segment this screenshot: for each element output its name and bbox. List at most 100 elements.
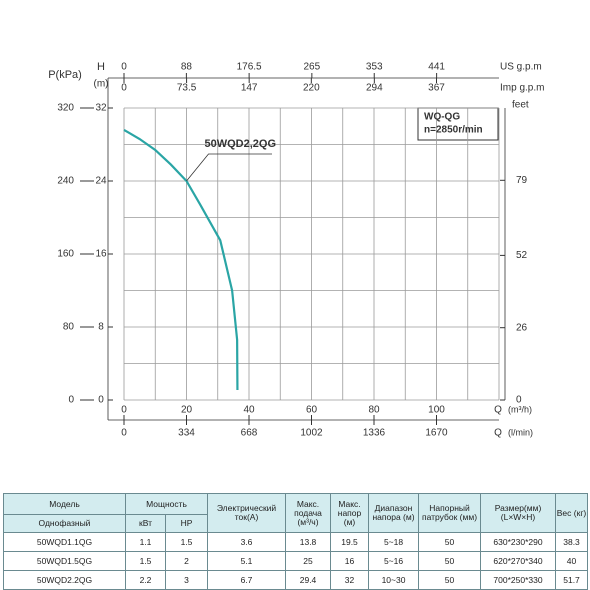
table-cell: кВт: [125, 514, 166, 533]
table-cell: Макс. напор (м): [330, 493, 370, 533]
series-label: 50WQD2,2QG: [205, 138, 277, 150]
table-cell: 50WQD2.2QG: [3, 570, 126, 590]
table-cell: 40: [555, 551, 589, 571]
annotation: n=2850r/min: [424, 125, 483, 136]
x2-tick-label: 0: [121, 428, 127, 439]
table-cell: 50WQD1.5QG: [3, 551, 126, 571]
table-cell: Диапазон напора (м): [368, 493, 420, 533]
table-cell: 50: [418, 551, 482, 571]
table-cell: Напорный патрубок (мм): [418, 493, 482, 533]
x2-tick-label: 1670: [425, 428, 448, 439]
table-row: Однофазный кВт HP: [3, 514, 588, 533]
table-cell: 16: [330, 551, 370, 571]
table-row: Модель Мощность Электрический ток(А) Макс. …: [3, 493, 589, 533]
table-cell: 10~30: [368, 570, 420, 590]
y2-tick-label: 0: [516, 395, 522, 406]
table-cell: 2: [164, 551, 209, 571]
top-axis-title: US g.p.m: [500, 62, 542, 73]
table-cell: 620*270*340: [480, 551, 557, 571]
table-cell: 50WQD1.1QG: [3, 532, 126, 552]
y-tick-label: 24: [95, 176, 107, 187]
top-tick-label: 265: [304, 62, 321, 73]
table-cell: 51.7: [555, 570, 589, 590]
table-cell: Размер(мм) (L×W×H): [480, 493, 557, 533]
x2-tick-label: 1336: [363, 428, 386, 439]
table-cell: 6.7: [207, 570, 287, 590]
y-axis-unit: (m): [94, 79, 109, 90]
table-cell: 2.2: [125, 570, 166, 590]
table-cell: HP: [164, 514, 209, 533]
x-axis-title: Q: [494, 405, 502, 416]
table-cell: 5.1: [207, 551, 287, 571]
x-tick-label: 100: [428, 405, 445, 416]
x2-axis-title: Q: [494, 428, 502, 439]
x-tick-label: 0: [121, 405, 127, 416]
p-tick-label: 160: [57, 249, 74, 260]
table-cell: 5~18: [368, 532, 420, 552]
table-cell: 50: [418, 532, 482, 552]
table-cell: Однофазный: [3, 514, 126, 533]
leader-line: [186, 153, 272, 182]
x2-tick-label: 668: [241, 428, 258, 439]
y-tick-label: 0: [98, 395, 104, 406]
table-cell: Мощность: [124, 493, 209, 515]
x-tick-label: 40: [243, 405, 255, 416]
annotation-box: [417, 107, 499, 141]
table-cell: 29.4: [285, 570, 332, 590]
chart: 08162432080160240320P(kPa)H(m)0265279fee…: [48, 61, 544, 439]
table-cell: Электрический ток(А): [207, 493, 287, 533]
annotation: WQ-QG: [424, 112, 460, 123]
spec-table: Модель Мощность Электрический ток(А) Макс. …: [3, 493, 589, 590]
table-cell: 630*230*290: [480, 532, 557, 552]
top-tick-label: 353: [366, 62, 383, 73]
y-tick-label: 32: [95, 103, 107, 114]
top-tick-label: 220: [303, 83, 320, 94]
table-cell: Макс. подача (м³/ч): [285, 493, 332, 533]
y-tick-label: 8: [98, 322, 104, 333]
table-cell: 38.3: [555, 532, 589, 552]
p-axis-title: P(kPa): [48, 69, 82, 81]
y2-axis-title: feet: [512, 100, 529, 111]
table-cell: 1.5: [164, 532, 209, 552]
table-cell: 1.1: [125, 532, 166, 552]
table-row: 50WQD1.1QG 1.1 1.5 3.6 13.8 19.5 5~18 50 630*230…: [3, 532, 589, 552]
top-tick-label: 73.5: [177, 83, 197, 94]
y2-tick-label: 52: [516, 250, 528, 261]
top-tick-label: 441: [428, 62, 445, 73]
table-cell: 32: [330, 570, 370, 590]
curve: [123, 128, 239, 390]
x-axis-unit: (m³/h): [508, 404, 532, 414]
table-cell: 25: [285, 551, 332, 571]
top-tick-label: 147: [241, 83, 258, 94]
p-tick-label: 320: [57, 103, 74, 114]
x2-tick-label: 334: [178, 428, 195, 439]
x2-axis-unit: (l/min): [508, 427, 533, 437]
x-tick-label: 60: [306, 405, 318, 416]
table-cell: 700*250*330: [480, 570, 557, 590]
table-cell: 3: [164, 570, 209, 590]
p-tick-label: 240: [57, 176, 74, 187]
top-tick-label: 294: [366, 83, 383, 94]
top-tick-label: 0: [121, 62, 127, 73]
y-tick-label: 16: [95, 249, 107, 260]
top-tick-label: 88: [181, 62, 193, 73]
x2-tick-label: 1002: [300, 428, 323, 439]
table-cell: 50: [418, 570, 482, 590]
top-tick-label: 176.5: [237, 62, 262, 73]
top-tick-label: 367: [428, 83, 445, 94]
x-tick-label: 80: [368, 405, 380, 416]
p-tick-label: 0: [68, 395, 74, 406]
table-cell: 5~16: [368, 551, 420, 571]
table-cell: 19.5: [330, 532, 370, 552]
y2-tick-label: 26: [516, 322, 528, 333]
p-tick-label: 80: [63, 322, 75, 333]
table-cell: 3.6: [207, 532, 287, 552]
x-tick-label: 20: [181, 405, 193, 416]
table-cell: Модель: [3, 493, 126, 515]
table-cell: Вес (кг): [555, 493, 589, 533]
table-cell: 13.8: [285, 532, 332, 552]
top-axis-title: Imp g.p.m: [500, 83, 544, 94]
y2-tick-label: 79: [516, 175, 528, 186]
top-tick-label: 0: [121, 83, 127, 94]
